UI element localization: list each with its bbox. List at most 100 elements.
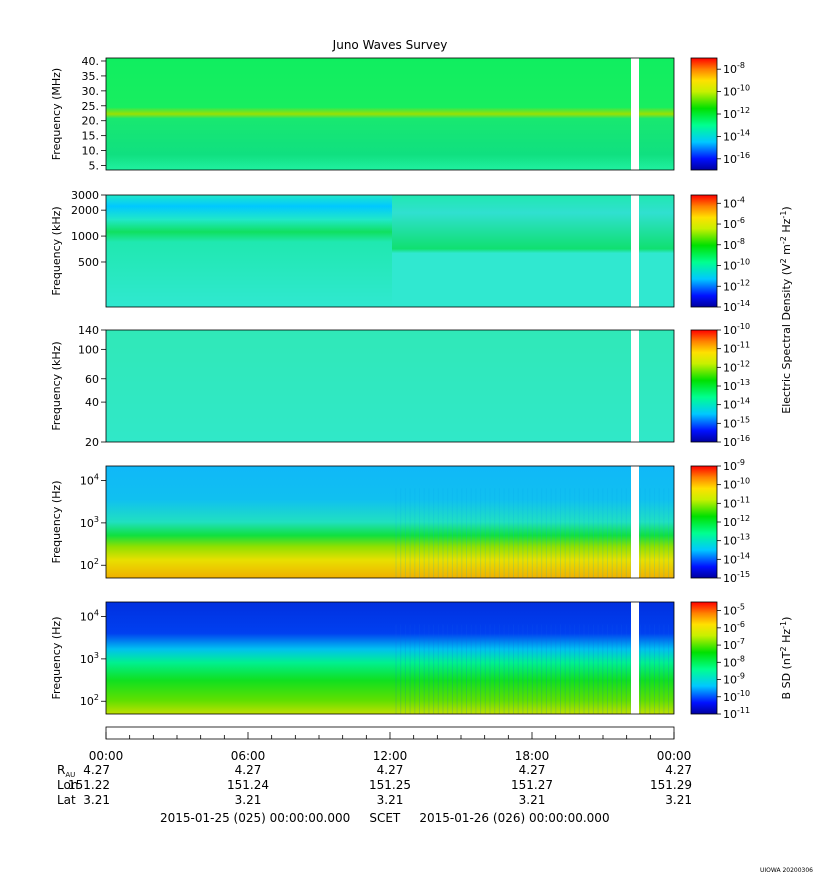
y-axis-label: Frequency (MHz) (50, 68, 63, 160)
data-gap (631, 58, 639, 170)
colorbar-p5 (690, 601, 718, 715)
panel-p5: 102 103 104 Frequency (Hz) 10-5 10-6 10-7 10-8 1… (50, 601, 750, 721)
colorbar-tick-label: 10-12 (723, 359, 750, 374)
ephemeris-value: 3.21 (519, 793, 546, 807)
y-tick-label: 15. (82, 130, 100, 143)
colorbar-tick-label: 10-8 (723, 654, 745, 669)
y-tick-label: 30. (82, 85, 100, 98)
colorbar-tick-label: 10-11 (723, 706, 750, 721)
y-tick-label: 102 (80, 693, 99, 708)
ephemeris-value: 4.27 (665, 763, 692, 777)
colorbar-tick-label: 10-15 (723, 415, 750, 430)
colorbar-tick-label: 10-9 (723, 458, 745, 473)
time-tick-label: 18:00 (515, 749, 550, 763)
spectrogram-p3 (106, 330, 674, 442)
scet-label: SCET (369, 811, 401, 825)
y-tick-label: 102 (80, 557, 99, 572)
colorbar-tick-label: 10-10 (723, 322, 750, 337)
y-tick-label: 3000 (71, 189, 99, 202)
colorbar-tick-label: 10-10 (723, 258, 750, 273)
spectrogram-p1 (106, 58, 674, 170)
y-tick-label: 20. (82, 115, 100, 128)
panel-frame (105, 57, 675, 171)
y-tick-label: 1000 (71, 230, 99, 243)
panel-p3: 20 40 60 100 140 Frequency (kHz) 10-10 10-11 10-… (50, 322, 750, 449)
colorbar-p4 (690, 465, 718, 579)
colorbar-tick-label: 10-16 (723, 434, 750, 449)
y-tick-label: 2000 (71, 204, 99, 217)
ephemeris-label: RAU (57, 763, 75, 779)
colorbar-tick-label: 10-10 (723, 84, 750, 99)
data-gap (631, 602, 639, 714)
y-tick-label: 60 (85, 373, 99, 386)
ephemeris-value: 3.21 (377, 793, 404, 807)
colorbar-tick-label: 10-6 (723, 620, 745, 635)
y-tick-label: 103 (80, 515, 99, 530)
time-tick-label: 12:00 (373, 749, 408, 763)
y-tick-label: 140 (78, 324, 99, 337)
ephemeris-label: Lon (57, 778, 78, 792)
time-axis: 00:00 06:00 12:00 18:00 00:00 RAU 4.27 4.27 4.27… (57, 726, 692, 807)
panel-frame (105, 465, 675, 579)
y-tick-label: 100 (78, 343, 99, 356)
y-tick-label: 5. (89, 160, 100, 173)
y-axis-label: Frequency (Hz) (50, 617, 63, 700)
ephemeris-label: Lat (57, 793, 76, 807)
y-tick-label: 40 (85, 396, 99, 409)
colorbar-title-magnetic: B SD (nT2 Hz-1) (779, 617, 793, 700)
y-tick-label: 35. (82, 70, 100, 83)
ephemeris-value: 151.22 (68, 778, 110, 792)
time-tick-label: 00:00 (657, 749, 692, 763)
time-tick-label: 00:00 (89, 749, 124, 763)
ephemeris-value: 4.27 (83, 763, 110, 777)
colorbar-tick-label: 10-7 (723, 637, 745, 652)
y-tick-label: 103 (80, 651, 99, 666)
time-tick-label: 06:00 (231, 749, 266, 763)
colorbar-tick-label: 10-13 (723, 378, 750, 393)
colorbar-tick-label: 10-14 (723, 551, 750, 566)
y-axis-label: Frequency (kHz) (50, 206, 63, 295)
data-gap (631, 330, 639, 442)
spectrogram-p4 (106, 466, 674, 578)
spectrogram-late (392, 195, 674, 307)
y-tick-label: 20 (85, 436, 99, 449)
panel-p2: 500 1000 2000 3000 Frequency (kHz) 10-4 10-6 10… (50, 189, 750, 314)
colorbar-tick-label: 10-10 (723, 477, 750, 492)
y-tick-label: 40. (82, 55, 100, 68)
ephemeris-value: 3.21 (83, 793, 110, 807)
colorbar-tick-label: 10-14 (723, 397, 750, 412)
ephemeris-value: 4.27 (377, 763, 404, 777)
panel-frame (105, 329, 675, 443)
y-tick-label: 104 (80, 609, 99, 624)
colorbar-tick-label: 10-14 (723, 299, 750, 314)
y-tick-label: 500 (78, 256, 99, 269)
ephemeris-value: 4.27 (519, 763, 546, 777)
ephemeris-value: 151.27 (511, 778, 553, 792)
y-tick-label: 25. (82, 100, 100, 113)
colorbar-tick-label: 10-4 (723, 195, 745, 210)
colorbar-tick-label: 10-8 (723, 237, 745, 252)
chart-title: Juno Waves Survey (332, 38, 448, 52)
panel-frame (105, 601, 675, 715)
colorbar-p3 (690, 329, 718, 443)
panel-frame (105, 194, 675, 308)
spectrogram-panels: 5. 10. 15. 20. 25. 30. 35. 40. Frequency (MHz) 10… (50, 55, 750, 721)
data-gap (631, 195, 639, 307)
colorbar-tick-label: 10-11 (723, 341, 750, 356)
ephemeris-value: 3.21 (665, 793, 692, 807)
colorbar-tick-label: 10-13 (723, 533, 750, 548)
ephemeris-value: 151.24 (227, 778, 269, 792)
colorbar-tick-label: 10-5 (723, 603, 745, 618)
colorbar-tick-label: 10-10 (723, 689, 750, 704)
colorbar-tick-label: 10-6 (723, 216, 745, 231)
colorbar-tick-label: 10-8 (723, 61, 745, 76)
version-stamp: UIOWA 20200306 (759, 867, 813, 874)
colorbar-p2 (690, 194, 718, 308)
spectrogram-p5 (106, 602, 674, 714)
scet-footer: 2015-01-25 (025) 00:00:00.000 SCET 2015-… (160, 811, 610, 825)
start-time: 2015-01-25 (025) 00:00:00.000 (160, 811, 351, 825)
colorbar-tick-label: 10-12 (723, 514, 750, 529)
ephemeris-value: 151.29 (650, 778, 692, 792)
colorbar-tick-label: 10-11 (723, 495, 750, 510)
end-time: 2015-01-26 (026) 00:00:00.000 (419, 811, 610, 825)
